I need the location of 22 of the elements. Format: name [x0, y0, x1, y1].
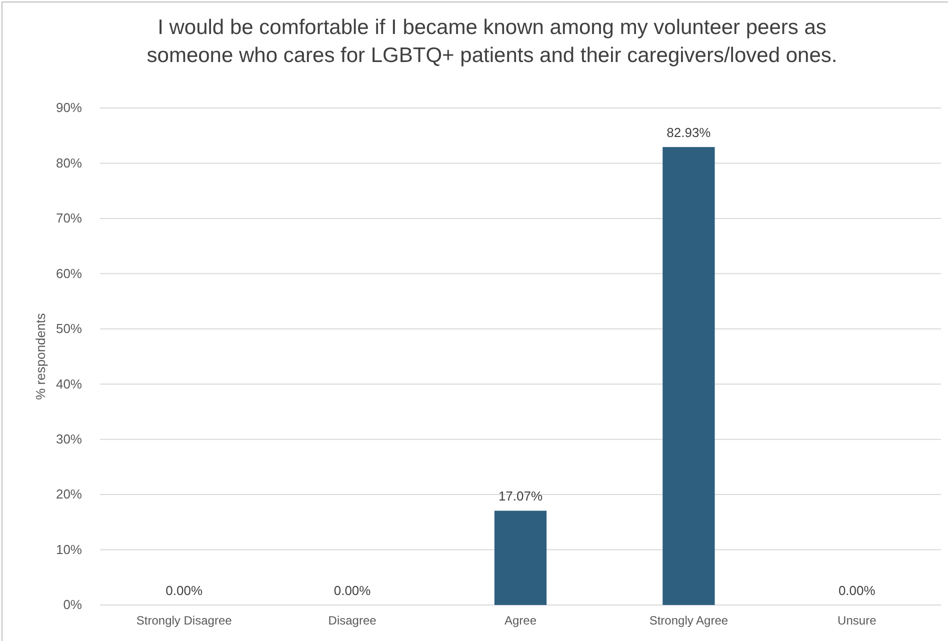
data-label: 0.00% [838, 583, 876, 598]
y-axis-title: % respondents [33, 312, 48, 400]
y-tick-label: 10% [56, 542, 82, 557]
y-tick-label: 50% [56, 321, 82, 336]
y-tick-label: 60% [56, 266, 82, 281]
y-tick-label: 40% [56, 376, 82, 392]
y-tick-label: 30% [56, 431, 82, 446]
y-tick-label: 20% [56, 486, 82, 502]
x-tick-label: Unsure [838, 614, 877, 628]
y-tick-label: 0% [63, 597, 82, 612]
data-label: 0.00% [334, 583, 372, 598]
y-tick-label: 80% [56, 155, 82, 170]
x-tick-label: Strongly Disagree [136, 614, 232, 628]
x-tick-label: Agree [504, 614, 537, 628]
x-tick-label: Strongly Agree [649, 614, 728, 628]
x-tick-label: Disagree [328, 614, 377, 628]
y-tick-label: 90% [56, 100, 82, 116]
data-label: 0.00% [166, 583, 203, 598]
data-label: 82.93% [666, 125, 712, 140]
chart-title: I would be comfortable if I became known among my volunteer peers as someone who cares for LGBTQ+ patients and their caregivers/loved ones. [146, 16, 838, 67]
y-tick-label: 70% [56, 210, 82, 226]
data-label: 17.07% [498, 488, 543, 504]
